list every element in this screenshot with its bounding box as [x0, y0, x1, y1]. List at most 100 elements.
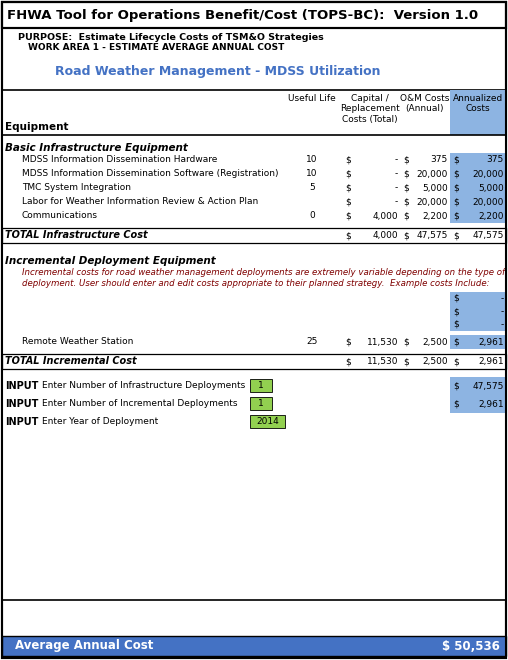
Text: $: $	[403, 231, 409, 240]
Text: $: $	[403, 183, 409, 193]
Text: $: $	[345, 156, 351, 164]
Text: 10: 10	[306, 170, 318, 178]
Text: 2,200: 2,200	[479, 211, 504, 220]
Bar	[450, 181, 506, 195]
Text: $: $	[403, 197, 409, 207]
Text: 2,200: 2,200	[423, 211, 448, 220]
Text: 20,000: 20,000	[472, 197, 504, 207]
Text: $: $	[403, 170, 409, 178]
Text: $: $	[345, 183, 351, 193]
Text: 5,000: 5,000	[422, 183, 448, 193]
Bar	[450, 395, 506, 413]
Text: $: $	[403, 211, 409, 220]
Text: FHWA Tool for Operations Benefit/Cost (TOPS-BC):  Version 1.0: FHWA Tool for Operations Benefit/Cost (T…	[7, 9, 478, 22]
Bar	[250, 415, 285, 428]
Text: Incremental costs for road weather management deployments are extremely variable: Incremental costs for road weather manag…	[22, 268, 505, 277]
Bar	[450, 354, 506, 369]
Bar	[2, 2, 506, 28]
Text: 20,000: 20,000	[417, 170, 448, 178]
Text: $: $	[453, 357, 459, 366]
Text: 4,000: 4,000	[372, 231, 398, 240]
Text: 25: 25	[306, 337, 318, 346]
Text: MDSS Information Dissemination Software (Registration): MDSS Information Dissemination Software …	[22, 170, 278, 178]
Text: 20,000: 20,000	[417, 197, 448, 207]
Text: Capital /
Replacement
Costs (Total): Capital / Replacement Costs (Total)	[340, 94, 400, 124]
Text: $: $	[345, 170, 351, 178]
Text: $: $	[453, 307, 459, 316]
Text: INPUT: INPUT	[5, 381, 39, 391]
Text: TMC System Integration: TMC System Integration	[22, 183, 131, 193]
Text: $: $	[403, 337, 409, 346]
Text: 20,000: 20,000	[472, 170, 504, 178]
Text: Annualized
Costs: Annualized Costs	[453, 94, 503, 114]
Text: 4,000: 4,000	[372, 211, 398, 220]
Text: 11,530: 11,530	[366, 357, 398, 366]
Text: 1: 1	[258, 381, 264, 391]
Text: -: -	[501, 320, 504, 329]
Bar	[450, 228, 506, 243]
Bar	[2, 90, 506, 600]
Text: Average Annual Cost: Average Annual Cost	[15, 640, 153, 653]
Text: $: $	[345, 211, 351, 220]
Text: Incremental Deployment Equipment: Incremental Deployment Equipment	[5, 256, 216, 266]
Bar	[450, 318, 506, 331]
Text: 47,575: 47,575	[417, 231, 448, 240]
Bar	[450, 209, 506, 223]
Text: Enter Number of Infrastructure Deployments: Enter Number of Infrastructure Deploymen…	[42, 381, 245, 391]
Text: $: $	[453, 197, 459, 207]
Text: $: $	[453, 399, 459, 409]
Text: $: $	[453, 156, 459, 164]
Bar	[2, 636, 506, 656]
Text: O&M Costs
(Annual): O&M Costs (Annual)	[400, 94, 450, 114]
Bar	[450, 195, 506, 209]
Bar	[450, 335, 506, 349]
Text: $: $	[453, 337, 459, 346]
Text: Useful Life: Useful Life	[288, 94, 336, 103]
Text: TOTAL Infrastructure Cost: TOTAL Infrastructure Cost	[5, 230, 148, 240]
Text: TOTAL Incremental Cost: TOTAL Incremental Cost	[5, 356, 137, 366]
Text: $: $	[345, 357, 351, 366]
Bar	[450, 292, 506, 305]
Bar	[450, 153, 506, 167]
Text: $: $	[453, 183, 459, 193]
Text: 1: 1	[258, 399, 264, 409]
Text: $: $	[453, 211, 459, 220]
Text: 0: 0	[309, 211, 315, 220]
Bar	[450, 377, 506, 395]
Text: $ 50,536: $ 50,536	[442, 640, 500, 653]
Text: deployment. User should enter and edit costs appropriate to their planned strate: deployment. User should enter and edit c…	[22, 279, 490, 288]
Text: $: $	[403, 357, 409, 366]
Text: WORK AREA 1 - ESTIMATE AVERAGE ANNUAL COST: WORK AREA 1 - ESTIMATE AVERAGE ANNUAL CO…	[28, 43, 284, 52]
Text: -: -	[395, 170, 398, 178]
Text: 375: 375	[487, 156, 504, 164]
Text: -: -	[501, 294, 504, 303]
Text: Communications: Communications	[22, 211, 98, 220]
Text: Basic Infrastructure Equipment: Basic Infrastructure Equipment	[5, 143, 188, 153]
Text: Road Weather Management - MDSS Utilization: Road Weather Management - MDSS Utilizati…	[55, 65, 380, 78]
Text: INPUT: INPUT	[5, 417, 39, 427]
Bar	[250, 397, 272, 410]
Text: 2,961: 2,961	[479, 357, 504, 366]
Bar	[2, 354, 506, 369]
Text: $: $	[345, 197, 351, 207]
Text: $: $	[345, 337, 351, 346]
Bar	[2, 2, 506, 28]
Text: 375: 375	[431, 156, 448, 164]
Text: 2,500: 2,500	[422, 337, 448, 346]
Text: 5: 5	[309, 183, 315, 193]
Text: 5,000: 5,000	[478, 183, 504, 193]
Text: MDSS Information Dissemination Hardware: MDSS Information Dissemination Hardware	[22, 156, 217, 164]
Text: -: -	[501, 307, 504, 316]
Text: Enter Number of Incremental Deployments: Enter Number of Incremental Deployments	[42, 399, 238, 409]
Text: $: $	[453, 231, 459, 240]
Text: $: $	[403, 156, 409, 164]
Text: 2,500: 2,500	[422, 357, 448, 366]
Text: $: $	[453, 381, 459, 391]
Text: 2,961: 2,961	[479, 399, 504, 409]
Text: 47,575: 47,575	[472, 231, 504, 240]
Bar	[2, 228, 506, 243]
Text: -: -	[395, 156, 398, 164]
Text: Equipment: Equipment	[5, 122, 69, 132]
Text: Enter Year of Deployment: Enter Year of Deployment	[42, 418, 158, 426]
Text: $: $	[453, 170, 459, 178]
